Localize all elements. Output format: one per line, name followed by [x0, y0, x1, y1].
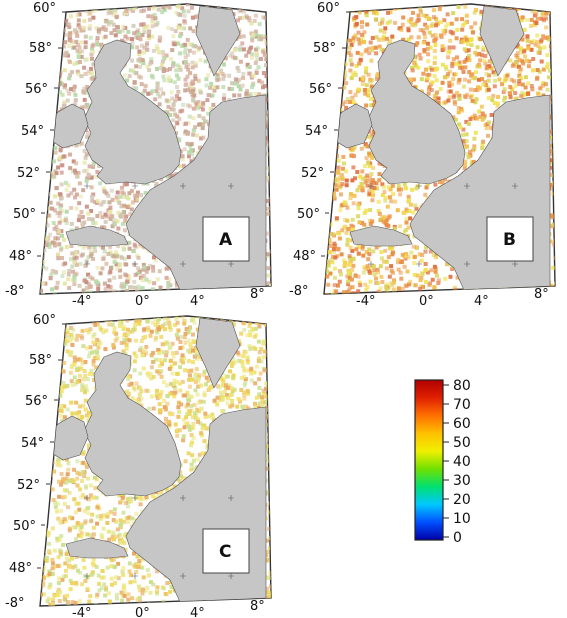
lat-label: 48°	[293, 249, 316, 264]
colorbar-tick-label: 70	[453, 397, 471, 413]
colorbar-ticks	[443, 384, 449, 538]
lat-label: 60°	[33, 313, 56, 328]
frame-ticks-c	[37, 323, 66, 569]
lon-label: -4°	[356, 294, 375, 309]
lon-label: 8°	[250, 599, 265, 614]
colorbar-tick-label: 40	[453, 454, 471, 470]
panel-label-b: B	[503, 230, 516, 250]
lat-label: 58°	[313, 41, 336, 56]
lat-label: 52°	[301, 166, 324, 181]
lat-label: 58°	[29, 41, 52, 56]
lat-label: 50°	[13, 207, 36, 222]
colorbar-tick-label: 10	[453, 511, 471, 527]
colorbar-svg: 80 70 60 50 40 30 20 10 0	[414, 378, 471, 546]
lat-label: 52°	[17, 478, 40, 493]
lat-label: 54°	[305, 124, 328, 139]
colorbar-tick-label: 20	[453, 492, 471, 508]
graticule-c	[84, 495, 234, 579]
lat-label: 50°	[297, 207, 320, 222]
map-c-svg: 60° 58° 56° 54° 52° 50° 48° -8° -4° 0° 4…	[5, 313, 272, 618]
lon-label: 0°	[135, 294, 150, 309]
lat-label: 48°	[9, 561, 32, 576]
frame-ticks-b	[321, 11, 350, 257]
lat-label: 60°	[33, 1, 56, 16]
map-a-svg: 60° 58° 56° 54° 52° 50° 48° -8° -4° 0° 4…	[5, 1, 272, 309]
panel-label-box-b	[486, 216, 534, 262]
lon-label: 0°	[419, 294, 434, 309]
graticule-a	[84, 183, 234, 267]
lon-label: -4°	[72, 606, 91, 618]
lon-label: -8°	[5, 284, 24, 299]
colorbar-tick-label: 50	[453, 435, 471, 451]
lon-label: 4°	[190, 294, 205, 309]
lon-label: 4°	[474, 294, 489, 309]
lat-label: 52°	[17, 166, 40, 181]
graticule-b	[368, 183, 518, 267]
lon-label: 8°	[250, 287, 265, 302]
lon-label: 0°	[135, 606, 150, 618]
lon-label: -8°	[289, 284, 308, 299]
panel-label-a: A	[219, 230, 233, 250]
lon-label: -4°	[72, 294, 91, 309]
colorbar-tick-label: 0	[453, 530, 462, 546]
lon-label: 4°	[190, 606, 205, 618]
colorbar-tick-label: 80	[453, 378, 471, 394]
colorbar: 80 70 60 50 40 30 20 10 0	[400, 370, 520, 550]
lat-label: 60°	[317, 1, 340, 16]
colorbar-gradient	[414, 379, 444, 541]
lat-label: 50°	[13, 519, 36, 534]
frame-ticks-a	[37, 11, 66, 257]
lat-label: 48°	[9, 249, 32, 264]
lat-label: 54°	[21, 124, 44, 139]
lon-label: -8°	[5, 596, 24, 611]
panel-label-box-a	[202, 216, 250, 262]
colorbar-tick-label: 60	[453, 416, 471, 432]
map-b-svg: 60° 58° 56° 54° 52° 50° 48° -8° -4° 0° 4…	[289, 1, 556, 309]
lat-label: 56°	[309, 82, 332, 97]
panel-label-box-c	[202, 528, 250, 574]
lon-label: 8°	[534, 287, 549, 302]
map-panel-c: 60° 58° 56° 54° 52° 50° 48° -8° -4° 0° 4…	[0, 312, 283, 618]
lat-label: 56°	[25, 394, 48, 409]
lat-label: 58°	[29, 353, 52, 368]
colorbar-tick-label: 30	[453, 473, 471, 489]
panel-label-c: C	[219, 542, 231, 562]
map-panel-b: 60° 58° 56° 54° 52° 50° 48° -8° -4° 0° 4…	[284, 0, 567, 309]
lat-label: 56°	[25, 82, 48, 97]
map-panel-a: 60° 58° 56° 54° 52° 50° 48° -8° -4° 0° 4…	[0, 0, 283, 309]
lat-label: 54°	[21, 436, 44, 451]
